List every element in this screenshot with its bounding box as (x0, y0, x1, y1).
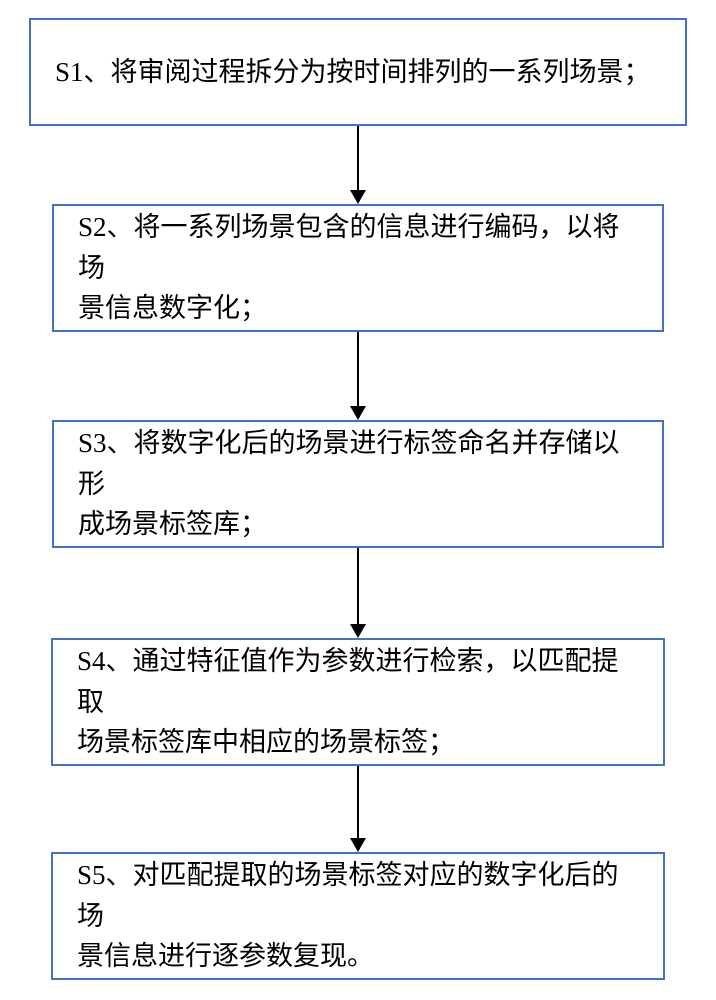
flow-arrow (350, 126, 366, 204)
flow-step-s1: S1、将审阅过程拆分为按时间排列的一系列场景； (29, 18, 687, 126)
arrow-head-icon (350, 190, 366, 204)
arrow-head-icon (350, 406, 366, 420)
flow-step-s4: S4、通过特征值作为参数进行检索，以匹配提取 场景标签库中相应的场景标签； (51, 638, 665, 766)
flow-step-text: S1、将审阅过程拆分为按时间排列的一系列场景； (55, 52, 651, 93)
flowchart-container: S1、将审阅过程拆分为按时间排列的一系列场景； S2、将一系列场景包含的信息进行编… (0, 0, 716, 1000)
flow-step-text: S2、将一系列场景包含的信息进行编码，以将场 景信息数字化； (78, 207, 638, 329)
arrow-line (357, 332, 359, 406)
flow-step-s5: S5、对匹配提取的场景标签对应的数字化后的场 景信息进行逐参数复现。 (51, 852, 665, 980)
arrow-line (357, 548, 359, 624)
flow-step-s3: S3、将数字化后的场景进行标签命名并存储以形 成场景标签库； (52, 420, 664, 548)
flowchart: S1、将审阅过程拆分为按时间排列的一系列场景； S2、将一系列场景包含的信息进行编… (0, 18, 716, 980)
arrow-head-icon (350, 624, 366, 638)
arrow-line (357, 126, 359, 190)
arrow-line (357, 766, 359, 838)
flow-arrow (350, 548, 366, 638)
flow-arrow (350, 332, 366, 420)
flow-arrow (350, 766, 366, 852)
flow-step-text: S4、通过特征值作为参数进行检索，以匹配提取 场景标签库中相应的场景标签； (77, 641, 639, 763)
arrow-head-icon (350, 838, 366, 852)
flow-step-text: S5、对匹配提取的场景标签对应的数字化后的场 景信息进行逐参数复现。 (77, 855, 639, 977)
flow-step-s2: S2、将一系列场景包含的信息进行编码，以将场 景信息数字化； (52, 204, 664, 332)
flow-step-text: S3、将数字化后的场景进行标签命名并存储以形 成场景标签库； (78, 423, 638, 545)
